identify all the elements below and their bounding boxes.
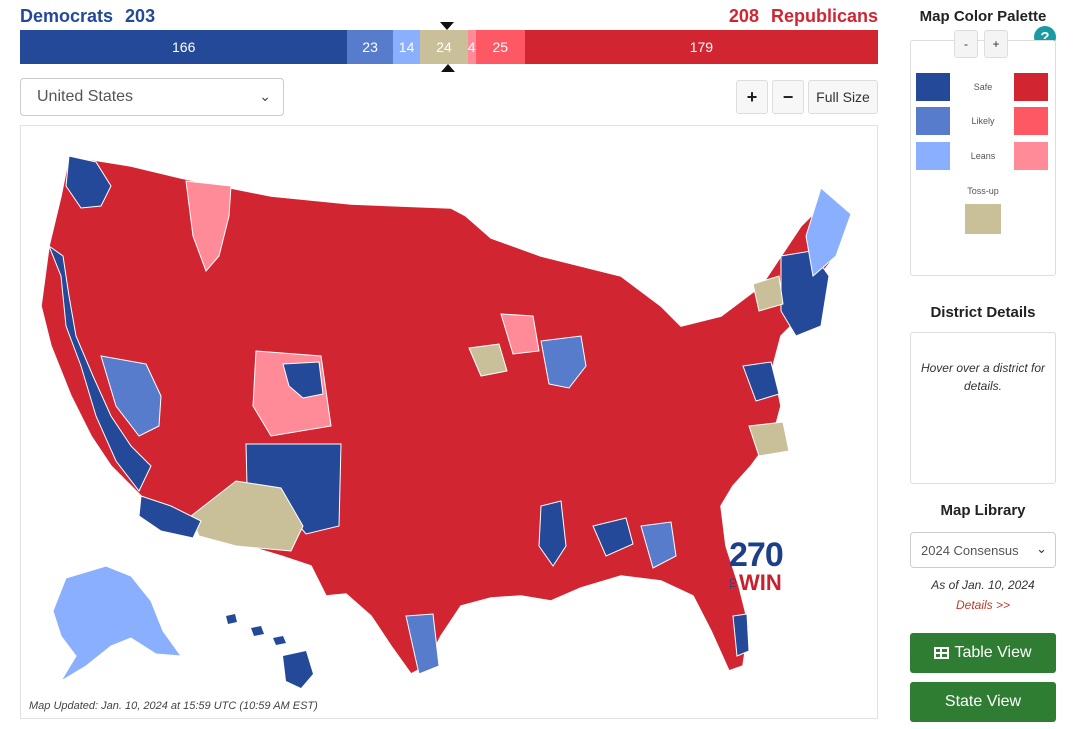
democrats-total: 203 <box>125 6 156 26</box>
alabama-dem-region[interactable] <box>592 517 634 557</box>
republicans-total: 208 <box>728 6 759 26</box>
washington-dem-region[interactable] <box>65 155 112 209</box>
tally-segment-dem-likely: 23 <box>347 30 393 64</box>
mississippi-dem-region[interactable] <box>538 500 567 567</box>
tally-segment-rep-likely: 25 <box>475 30 525 64</box>
safe-label: Safe <box>973 82 993 92</box>
swatch-rep-safe[interactable] <box>1014 73 1048 101</box>
tally-segment-rep-leans: 4 <box>467 30 476 64</box>
majority-marker-top-icon <box>440 22 454 30</box>
virginia-dem-region[interactable] <box>742 361 780 402</box>
hawaii-island-2[interactable] <box>251 626 264 636</box>
logo-number: 270 <box>729 536 784 574</box>
arizona-tossup-region[interactable] <box>190 480 304 552</box>
hawaii-big-island[interactable] <box>283 651 313 688</box>
zoom-out-button[interactable]: − <box>772 80 804 114</box>
region-select[interactable]: United States ⌄ <box>20 78 284 116</box>
nevada-dem-likely-region[interactable] <box>100 355 162 437</box>
palette-shrink-button[interactable]: - <box>954 30 978 58</box>
hawaii-island-3[interactable] <box>273 636 286 645</box>
hawaii-island-1[interactable] <box>226 614 237 624</box>
leans-label: Leans <box>970 151 996 161</box>
tally-header: Democrats 203 208 Republicans <box>20 6 878 30</box>
georgia-dem-likely-region[interactable] <box>640 521 677 569</box>
tally-segment-dem-leans: 14 <box>392 30 421 64</box>
table-icon <box>934 647 950 659</box>
colorado-dem-region[interactable] <box>282 361 324 399</box>
270towin-logo: 270 TO WIN <box>729 538 799 598</box>
chevron-down-icon: ⌄ <box>259 88 271 104</box>
swatch-dem-likely[interactable] <box>916 107 950 135</box>
maine-dem-leans-region[interactable] <box>805 187 852 277</box>
district-details-title: District Details <box>930 304 1036 321</box>
map-library-select[interactable]: 2024 Consensus ⌄ <box>910 532 1056 568</box>
us-district-map-svg[interactable] <box>21 126 877 718</box>
table-view-label: Table View <box>954 644 1032 661</box>
idaho-rep-leans-region[interactable] <box>185 180 232 272</box>
palette-grow-button[interactable]: + <box>984 30 1008 58</box>
swatch-dem-safe[interactable] <box>916 73 950 101</box>
map-updated-text: Map Updated: Jan. 10, 2024 at 15:59 UTC … <box>29 700 318 712</box>
map-library-title: Map Library <box>940 502 1026 519</box>
democrats-heading: Democrats 203 <box>20 6 155 27</box>
texas-dem-likely-region[interactable] <box>405 613 440 675</box>
logo-to: TO <box>729 578 738 589</box>
majority-marker-bottom-icon <box>441 64 455 72</box>
southern-california-dem-region[interactable] <box>138 495 202 539</box>
table-view-button[interactable]: Table View <box>910 633 1056 673</box>
democrats-label: Democrats <box>20 6 114 26</box>
tally-segment-tossup: 24 <box>420 30 468 64</box>
alaska-shape[interactable] <box>52 565 183 682</box>
state-view-button[interactable]: State View <box>910 682 1056 722</box>
west-coast-dem-safe-region[interactable] <box>47 244 152 492</box>
tossup-label: Toss-up <box>967 186 999 196</box>
swatch-rep-leans[interactable] <box>1014 142 1048 170</box>
tally-segment-dem-safe: 166 <box>20 30 348 64</box>
full-size-button[interactable]: Full Size <box>808 80 878 114</box>
logo-win: WIN <box>739 570 782 595</box>
district-details-panel: Hover over a district for details. <box>910 332 1056 484</box>
zoom-in-button[interactable]: + <box>736 80 768 114</box>
as-of-date: As of Jan. 10, 2024 <box>931 578 1035 592</box>
district-details-hint: Hover over a district for details. <box>920 361 1046 393</box>
likely-label: Likely <box>971 116 995 126</box>
nc-tossup-region[interactable] <box>748 421 790 457</box>
palette-title: Map Color Palette <box>919 8 1047 25</box>
seat-tally-bar: 166 23 14 24 4 25 179 <box>20 30 878 64</box>
illinois-dem-region[interactable] <box>540 335 587 389</box>
district-map[interactable]: 270 TO WIN Map Updated: Jan. 10, 2024 at… <box>20 125 878 719</box>
republicans-heading: 208 Republicans <box>729 6 878 27</box>
florida-dem-region[interactable] <box>732 613 750 657</box>
ny-tossup-region[interactable] <box>752 275 784 312</box>
map-library-selected: 2024 Consensus <box>921 542 1019 558</box>
republicans-label: Republicans <box>770 6 878 26</box>
details-link[interactable]: Details >> <box>955 598 1011 612</box>
region-select-value: United States <box>37 88 134 105</box>
chevron-down-icon: ⌄ <box>1036 541 1047 556</box>
state-view-label: State View <box>944 693 1022 710</box>
swatch-tossup[interactable] <box>965 204 1001 234</box>
swatch-rep-likely[interactable] <box>1014 107 1048 135</box>
midwest-tossup-region[interactable] <box>468 343 508 377</box>
wisconsin-rep-leans-region[interactable] <box>500 313 540 355</box>
swatch-dem-leans[interactable] <box>916 142 950 170</box>
tally-segment-rep-safe: 179 <box>524 30 878 64</box>
